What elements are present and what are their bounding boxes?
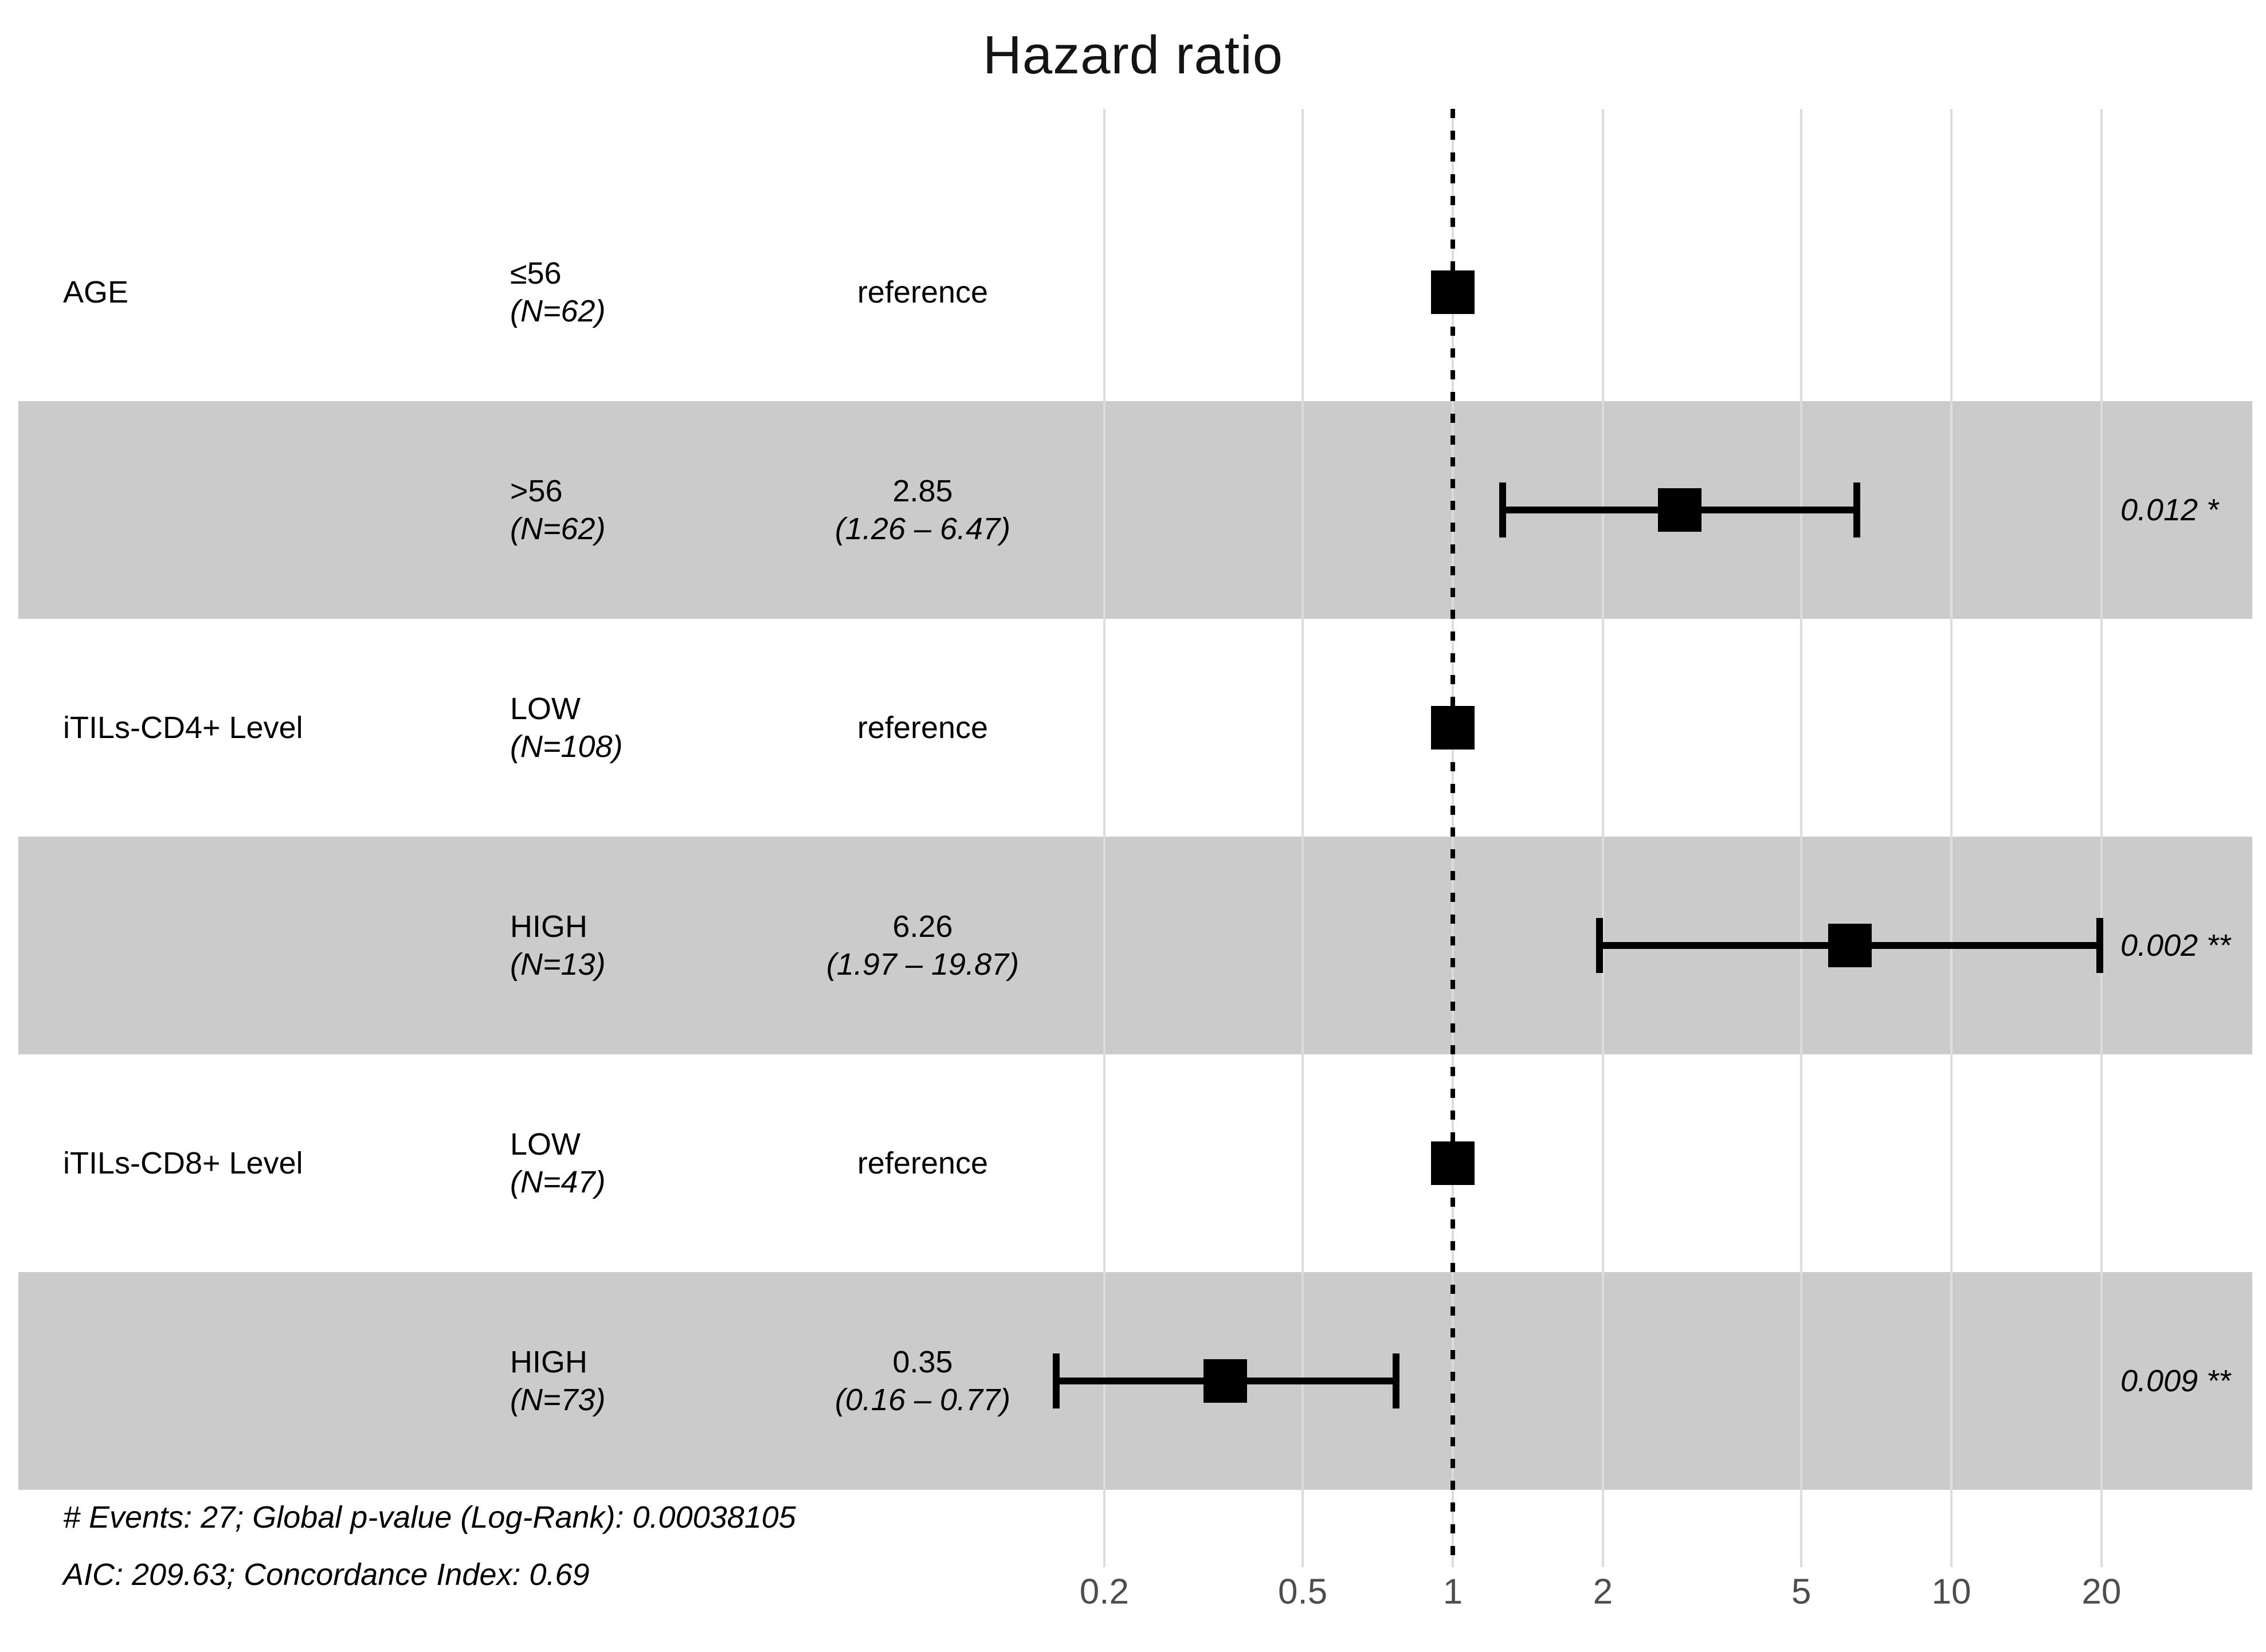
row-group-level: LOW: [510, 1127, 581, 1161]
ci-cap-low: [1052, 1353, 1060, 1408]
x-axis-tick-label: 1: [1442, 1572, 1463, 1612]
row-estimate-label: reference: [857, 709, 988, 747]
x-gridline: [2100, 109, 2103, 1567]
hr-point-marker: [1431, 1141, 1475, 1185]
ci-cap-high: [2096, 918, 2104, 973]
row-estimate-value: 0.35: [892, 1345, 953, 1379]
row-group-n: (N=62): [510, 512, 606, 546]
row-group-n: (N=73): [510, 1383, 606, 1417]
footnote-events-pvalue: # Events: 27; Global p-value (Log-Rank):…: [63, 1500, 796, 1535]
row-group-label: LOW (N=108): [510, 690, 623, 766]
row-group-level: LOW: [510, 692, 581, 726]
x-gridline: [1950, 109, 1953, 1567]
row-estimate-label: 2.85 (1.26 – 6.47): [835, 472, 1010, 548]
row-estimate-value: 2.85: [892, 474, 953, 508]
reference-line-hr1: [1450, 109, 1455, 1567]
row-group-level: HIGH: [510, 909, 587, 944]
x-gridline: [1800, 109, 1803, 1567]
row-group-level: HIGH: [510, 1345, 587, 1379]
row-group-n: (N=108): [510, 729, 623, 764]
row-ci-label: (1.97 – 19.87): [826, 947, 1020, 982]
x-gridline: [1601, 109, 1604, 1567]
row-group-level: >56: [510, 474, 563, 508]
row-variable-label: iTILs-CD8+ Level: [63, 1146, 303, 1180]
row-group-label: HIGH (N=73): [510, 1343, 606, 1419]
x-gridline: [1103, 109, 1105, 1567]
row-p-value: 0.009 **: [2120, 1364, 2231, 1398]
row-group-n: (N=47): [510, 1165, 606, 1199]
row-estimate-label: reference: [857, 273, 988, 311]
row-estimate-label: 6.26 (1.97 – 19.87): [826, 908, 1019, 983]
x-axis-tick-label: 0.5: [1277, 1572, 1328, 1612]
chart-title: Hazard ratio: [983, 25, 1283, 85]
row-estimate-label: reference: [857, 1144, 988, 1182]
x-axis-tick-label: 0.2: [1079, 1572, 1129, 1612]
hr-point-marker: [1657, 488, 1702, 532]
x-axis-tick-label: 2: [1593, 1572, 1613, 1612]
x-axis-tick-label: 20: [2081, 1572, 2122, 1612]
row-p-value: 0.002 **: [2120, 928, 2231, 963]
row-ci-label: (0.16 – 0.77): [834, 1383, 1011, 1417]
row-group-label: LOW (N=47): [510, 1125, 606, 1201]
ci-cap-low: [1596, 918, 1604, 973]
row-ci-label: (1.26 – 6.47): [834, 512, 1011, 546]
row-estimate-value: reference: [857, 1146, 989, 1180]
row-group-label: HIGH (N=13): [510, 908, 606, 983]
x-axis-tick-label: 10: [1931, 1572, 1971, 1612]
row-p-value: 0.012 *: [2120, 493, 2219, 527]
row-estimate-value: reference: [857, 275, 989, 309]
row-stripe-band: [18, 401, 2252, 619]
row-group-n: (N=62): [510, 294, 606, 328]
row-group-n: (N=13): [510, 947, 606, 982]
hr-point-marker: [1828, 924, 1872, 967]
footnote-aic-concordance: AIC: 209.63; Concordance Index: 0.69: [63, 1557, 590, 1592]
row-estimate-label: 0.35 (0.16 – 0.77): [835, 1343, 1010, 1419]
hr-point-marker: [1203, 1359, 1248, 1403]
hr-point-marker: [1431, 706, 1475, 750]
row-group-label: >56 (N=62): [510, 472, 606, 548]
x-gridline: [1301, 109, 1304, 1567]
ci-cap-low: [1499, 482, 1507, 537]
row-estimate-value: reference: [857, 711, 989, 745]
x-axis-tick-label: 5: [1791, 1572, 1812, 1612]
hr-point-marker: [1431, 270, 1475, 314]
ci-cap-high: [1853, 482, 1861, 537]
row-variable-label: iTILs-CD4+ Level: [63, 711, 303, 745]
row-estimate-value: 6.26: [892, 909, 953, 944]
row-group-label: ≤56 (N=62): [510, 254, 606, 330]
row-variable-label: AGE: [63, 275, 129, 309]
ci-cap-high: [1393, 1353, 1400, 1408]
row-group-level: ≤56: [510, 256, 562, 291]
